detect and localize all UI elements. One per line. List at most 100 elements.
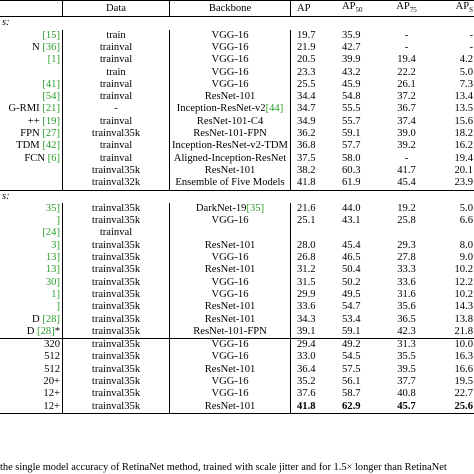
backbone-name: VGG-16 xyxy=(211,276,249,288)
method-name: G-RMI xyxy=(8,103,43,115)
table-row: ++ [19] trainval ResNet-101-C4 34.9 55.7 37.4… xyxy=(0,115,474,129)
ap50-cell: 49.2 xyxy=(338,338,385,352)
backbone-name: ResNet-101 xyxy=(204,363,256,375)
ap75-cell: 19.4 xyxy=(397,54,416,66)
ap-cell: 39.1 xyxy=(290,325,338,339)
data-cell: train xyxy=(62,66,170,79)
method-citation: [36] xyxy=(42,42,60,53)
backbone-cell: VGG-16 xyxy=(169,288,291,302)
backbone-cell: Aligned-Inception-ResNet xyxy=(169,152,291,165)
backbone-cell: ResNet-101-FPN xyxy=(169,325,291,339)
backbone-citation: [35] xyxy=(246,202,265,214)
method-cell: 320 xyxy=(0,338,63,352)
detection-results-table: Data Backbone AP AP50 AP75 APS s: [15] tra… xyxy=(0,0,474,414)
backbone-cell: VGG-16 xyxy=(169,215,291,228)
data-cell: trainval35k xyxy=(62,313,170,326)
method-cell: ] xyxy=(0,301,63,313)
backbone-name: ResNet-101-FPN xyxy=(193,325,267,337)
ap50-cell: 42.7 xyxy=(342,42,361,53)
method-name: 512 xyxy=(44,363,60,375)
ap75-cell: 37.7 xyxy=(397,376,416,388)
ap75-cell: 37.2 xyxy=(397,91,416,103)
ap75-cell: 39.2 xyxy=(397,140,416,152)
method-cell: 30] xyxy=(0,277,63,289)
ap-cell: 25.1 xyxy=(290,215,338,228)
header-ap: AP xyxy=(290,0,338,18)
data-cell: trainval35k xyxy=(62,276,170,289)
table-row: 1] trainval35k VGG-16 29.9 49.5 31.6 10.2 xyxy=(0,288,474,302)
method-citation: ] xyxy=(56,215,60,227)
backbone-name: VGG-16 xyxy=(211,288,249,300)
ap75-cell: 45.4 xyxy=(397,177,416,189)
backbone-cell xyxy=(169,227,291,240)
backbone-cell: VGG-16 xyxy=(169,388,291,401)
ap75-cell: 41.7 xyxy=(397,164,416,176)
method-cell: 13] xyxy=(0,252,63,264)
ap-cell: 21.9 xyxy=(290,42,338,55)
method-cell: [15] xyxy=(0,30,63,42)
table-header-row: Data Backbone AP AP50 AP75 APS xyxy=(0,0,474,18)
ap-cell: 36.2 xyxy=(290,128,338,141)
backbone-cell: ResNet-101-C4 xyxy=(169,115,291,129)
ap50-cell: 39.9 xyxy=(342,54,361,66)
method-cell: 13] xyxy=(0,264,63,276)
method-suffix: * xyxy=(54,325,60,337)
ap-cell: 33.6 xyxy=(290,301,338,314)
ap75-cell xyxy=(385,227,428,239)
ap50-cell: 61.9 xyxy=(342,177,361,189)
data-cell: trainval35k xyxy=(62,252,170,265)
method-name: 12+ xyxy=(43,400,60,412)
method-cell: N [36] xyxy=(0,42,63,54)
ap-cell: 34.3 xyxy=(290,313,338,326)
table-row: ] trainval35k VGG-16 25.1 43.1 25.8 6.6 xyxy=(0,215,474,228)
table-row: [24] trainval xyxy=(0,227,474,240)
ap75-cell: 22.2 xyxy=(397,66,416,78)
backbone-name: VGG-16 xyxy=(211,339,249,351)
data-cell: trainval35k xyxy=(62,338,170,352)
ap50-cell: 60.3 xyxy=(342,164,361,176)
method-cell: D [28]* xyxy=(0,326,63,339)
ap50-cell: 53.4 xyxy=(342,313,361,325)
method-cell: [1] xyxy=(0,54,63,66)
data-cell: trainval35k xyxy=(62,215,170,228)
method-citation: [21] xyxy=(42,103,60,115)
method-cell: [24] xyxy=(0,227,63,239)
data-cell: - xyxy=(62,103,170,116)
data-cell: trainval xyxy=(62,54,170,67)
ap75-cell: 35.5 xyxy=(397,351,416,363)
method-citation: [15] xyxy=(42,29,60,41)
method-citation: [6] xyxy=(47,152,60,164)
backbone-cell: VGG-16 xyxy=(169,376,291,389)
backbone-name: Inception-ResNet-v2 xyxy=(176,103,266,115)
method-name: 320 xyxy=(44,339,60,351)
aps-cell: 13.8 xyxy=(454,313,473,325)
data-cell: trainval35k xyxy=(62,164,170,178)
section-label: s: xyxy=(0,189,474,203)
header-backbone: Backbone xyxy=(169,0,291,18)
ap-cell: 34.9 xyxy=(290,115,338,129)
ap-cell: 37.6 xyxy=(290,388,338,401)
aps-cell: 8.0 xyxy=(459,239,473,251)
ap75-cell: 31.6 xyxy=(397,288,416,300)
method-cell: 1] xyxy=(0,289,63,301)
aps-cell: 16.3 xyxy=(454,351,473,363)
ap-cell: 37.5 xyxy=(290,152,338,165)
backbone-name: ResNet-101-C4 xyxy=(196,115,264,127)
header-ap50: AP50 xyxy=(338,0,385,18)
table-row: D [28]* trainval35k ResNet-101-FPN 39.1 59.1… xyxy=(0,325,474,339)
header-method xyxy=(0,0,63,18)
backbone-name: VGG-16 xyxy=(211,215,249,227)
method-cell: ] xyxy=(0,215,63,227)
method-name: D xyxy=(32,313,43,325)
method-citation: [24] xyxy=(42,227,60,239)
data-cell: train xyxy=(62,29,170,42)
ap75-cell: - xyxy=(404,152,409,164)
method-name: FCN xyxy=(24,152,48,164)
ap75-cell: 31.3 xyxy=(385,338,428,352)
method-cell: 12+ xyxy=(0,388,63,400)
backbone-cell: VGG-16 xyxy=(169,252,291,265)
aps-cell: 13.5 xyxy=(454,103,473,115)
header-ap75-sub: 75 xyxy=(409,6,417,15)
ap75-cell: - xyxy=(404,42,409,53)
backbone-name: VGG-16 xyxy=(211,388,249,400)
